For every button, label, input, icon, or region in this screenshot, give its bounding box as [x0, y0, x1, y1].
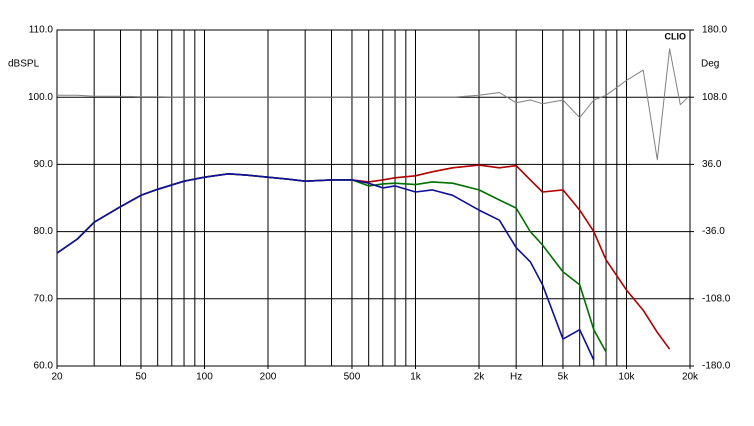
y-tick-label: 90.0 [34, 159, 54, 170]
x-tick-label: 20k [682, 372, 699, 383]
x-tick-label: 5k [558, 372, 570, 383]
x-tick-label: Hz [510, 372, 522, 383]
y-tick-label: 60.0 [34, 361, 54, 372]
y2-tick-label: -36.0 [702, 226, 725, 237]
x-tick-label: 100 [196, 372, 213, 383]
x-tick-label: 200 [260, 372, 277, 383]
y2-tick-label: -108.0 [702, 293, 731, 304]
x-tick-label: 50 [135, 372, 147, 383]
y2-tick-label: 108.0 [702, 92, 727, 103]
y2-tick-label: 180.0 [702, 25, 727, 36]
plot-frame [56, 29, 691, 367]
y-tick-label: 80.0 [34, 226, 54, 237]
y2-tick-label: -180.0 [702, 361, 731, 372]
spl-line [57, 173, 595, 361]
y-axis-label: dBSPL [8, 59, 40, 70]
x-tick-label: 500 [344, 372, 361, 383]
phase-line [57, 48, 690, 161]
x-tick-label: 10k [618, 372, 635, 383]
x-tick-label: 20 [51, 372, 63, 383]
y-tick-label: 100.0 [28, 92, 53, 103]
x-tick-label: 1k [410, 372, 422, 383]
y-tick-label: 70.0 [34, 293, 54, 304]
y-tick-label: 110.0 [29, 25, 54, 36]
x-tick-label: 2k [474, 372, 486, 383]
y2-axis-label: Deg [701, 59, 719, 70]
brand-annotation: CLIO [665, 31, 687, 41]
y2-tick-label: 36.0 [702, 159, 722, 170]
